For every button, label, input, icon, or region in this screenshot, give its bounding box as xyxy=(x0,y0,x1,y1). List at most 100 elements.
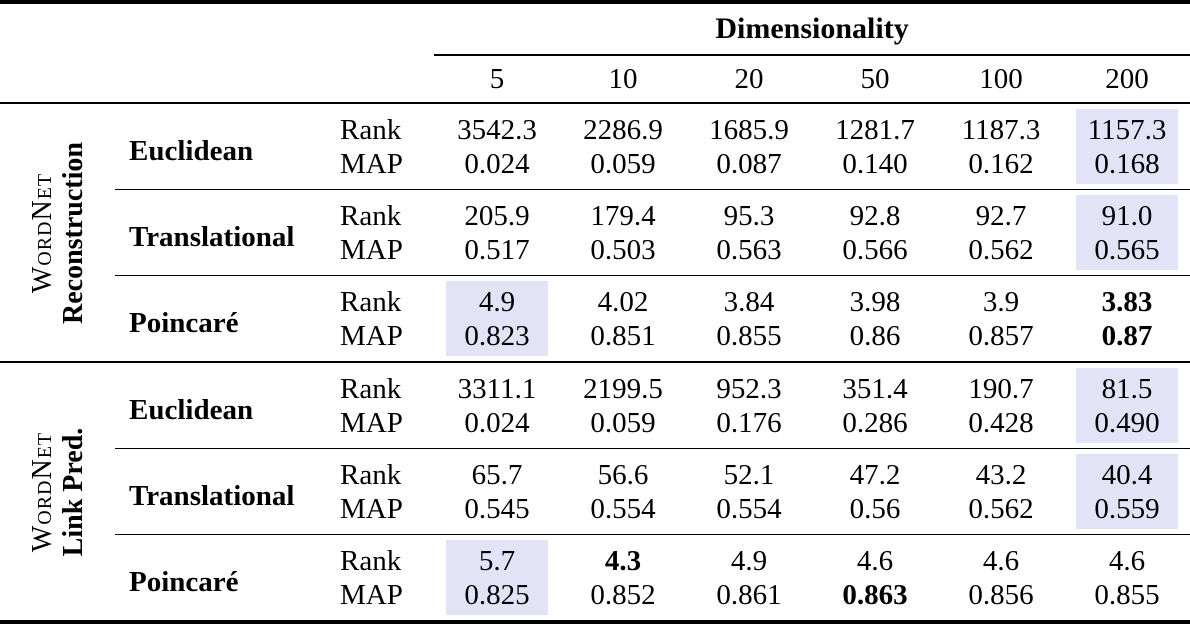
table-row: MAP 0.024 0.059 0.176 0.286 0.428 0.490 xyxy=(0,406,1190,449)
value-cell: 0.554 xyxy=(716,493,782,525)
value-cell: 3542.3 xyxy=(457,114,537,146)
metric-label: Rank xyxy=(340,534,434,578)
value-cell: 351.4 xyxy=(812,361,938,406)
value-cell: 4.6 xyxy=(1064,534,1190,578)
value-cell: 1281.7 xyxy=(835,114,915,146)
value-cell: 952.3 xyxy=(686,361,812,406)
value-cell: 0.855 xyxy=(716,320,782,352)
value-cell: 3.84 xyxy=(686,275,812,319)
header-spacer xyxy=(0,55,434,104)
value-cell: 92.8 xyxy=(812,189,938,233)
value-cell: 0.559 xyxy=(1064,492,1190,535)
value-cell: 1157.3 xyxy=(1064,103,1190,147)
value-cell: 0.861 xyxy=(716,579,782,611)
value-cell: 43.2 xyxy=(938,448,1064,492)
value-cell: 0.823 xyxy=(434,319,560,362)
metric-label: Rank xyxy=(340,361,434,406)
value-cell: 0.024 xyxy=(464,148,530,180)
value-cell: 1187.3 xyxy=(961,114,1041,146)
table-row: Translational Rank 65.7 56.6 52.1 47.2 43.2 40.… xyxy=(0,448,1190,535)
value-cell: 0.087 xyxy=(716,148,782,180)
group-label-rotated-text: WordNet Reconstruction xyxy=(27,142,89,324)
value-cell: 5.7 xyxy=(434,534,560,578)
dim-column-header: 20 xyxy=(686,55,812,104)
value-cell: 0.563 xyxy=(716,234,782,266)
value-cell: 0.562 xyxy=(968,493,1034,525)
table-row: Translational Rank 205.9 179.4 95.3 92.8 92.7 9… xyxy=(0,189,1190,276)
value-cell: 1685.9 xyxy=(709,114,789,146)
group-label-task: Reconstruction xyxy=(57,141,89,324)
dimension-columns-row: 5 10 20 50 100 200 xyxy=(0,55,1190,104)
metric-label: MAP xyxy=(340,407,403,439)
value-cell: 0.428 xyxy=(968,407,1034,439)
dim-column-header: 5 xyxy=(434,55,560,104)
value-cell: 0.857 xyxy=(968,320,1034,352)
value-cell: 47.2 xyxy=(812,448,938,492)
dim-column-header: 100 xyxy=(938,55,1064,104)
metric-label: MAP xyxy=(340,320,403,352)
method-name: Translational xyxy=(115,189,340,276)
value-cell: 0.140 xyxy=(842,148,908,180)
dim-column-header: 200 xyxy=(1064,55,1190,104)
value-cell: 0.86 xyxy=(849,320,901,352)
value-cell: 0.565 xyxy=(1064,233,1190,276)
method-name: Euclidean xyxy=(129,135,254,167)
metric-label: Rank xyxy=(340,114,402,146)
value-cell: 40.4 xyxy=(1064,448,1190,492)
value-cell: 0.162 xyxy=(968,148,1034,180)
value-cell: 205.9 xyxy=(434,189,560,233)
group-label: WordNet Reconstruction xyxy=(0,103,115,362)
value-cell: 0.545 xyxy=(464,493,530,525)
table-row: MAP 0.024 0.059 0.087 0.140 0.162 0.168 xyxy=(0,147,1190,190)
value-cell: 0.503 xyxy=(590,234,656,266)
group-label-dataset: WordNet xyxy=(26,431,58,552)
value-cell: 4.9 xyxy=(434,275,560,319)
value-cell: 0.517 xyxy=(464,234,530,266)
header-title-row: Dimensionality xyxy=(0,2,1190,56)
table-row: WordNet Link Pred. Euclidean Rank 3311.1 2199… xyxy=(0,361,1190,622)
value-cell: 3.98 xyxy=(812,275,938,319)
value-cell: 3.9 xyxy=(938,275,1064,319)
value-cell: 0.286 xyxy=(842,407,908,439)
value-cell: 4.9 xyxy=(686,534,812,578)
value-cell: 52.1 xyxy=(686,448,812,492)
value-cell: 0.059 xyxy=(590,407,656,439)
value-cell: 0.56 xyxy=(849,493,901,525)
value-cell: 56.6 xyxy=(560,448,686,492)
value-cell: 0.566 xyxy=(842,234,908,266)
metric-label: MAP xyxy=(340,579,403,611)
value-cell: 0.825 xyxy=(434,578,560,622)
value-cell: 4.3 xyxy=(560,534,686,578)
value-cell: 4.6 xyxy=(938,534,1064,578)
value-cell: 3.83 xyxy=(1064,275,1190,319)
table-row: WordNet Reconstruction Euclidean Rank 3542.3… xyxy=(0,103,1190,323)
table-row: MAP 0.825 0.852 0.861 0.863 0.856 0.855 xyxy=(0,578,1190,622)
group-label-task: Link Pred. xyxy=(57,427,89,556)
group-label: WordNet Link Pred. xyxy=(0,361,115,622)
method-name: Translational xyxy=(115,448,340,535)
value-cell: 92.7 xyxy=(938,189,1064,233)
value-cell: 0.059 xyxy=(590,148,656,180)
value-cell: 0.562 xyxy=(968,234,1034,266)
table-row: Poincaré Rank 5.7 4.3 4.9 4.6 4.6 4.6 xyxy=(0,534,1190,622)
method-name: Poincaré xyxy=(115,534,340,622)
value-cell: 0.856 xyxy=(968,579,1034,611)
header-spacer xyxy=(0,2,434,55)
value-cell: 0.851 xyxy=(590,320,656,352)
value-cell: 4.02 xyxy=(560,275,686,319)
method-name: Poincaré xyxy=(115,275,340,362)
value-cell: 2286.9 xyxy=(583,114,663,146)
value-cell: 0.852 xyxy=(590,579,656,611)
table-row: Poincaré Rank 4.9 4.02 3.84 3.98 3.9 3.83 xyxy=(0,275,1190,362)
value-cell: 179.4 xyxy=(560,189,686,233)
metric-label: Rank xyxy=(340,275,434,319)
table-row: MAP 0.545 0.554 0.554 0.56 0.562 0.559 xyxy=(0,492,1190,535)
group-label-dataset: WordNet xyxy=(26,172,58,293)
value-cell: 0.863 xyxy=(842,579,908,611)
dim-column-header: 10 xyxy=(560,55,686,104)
value-cell: 81.5 xyxy=(1064,361,1190,406)
value-cell: 0.024 xyxy=(464,407,530,439)
value-cell: 0.168 xyxy=(1064,147,1190,190)
